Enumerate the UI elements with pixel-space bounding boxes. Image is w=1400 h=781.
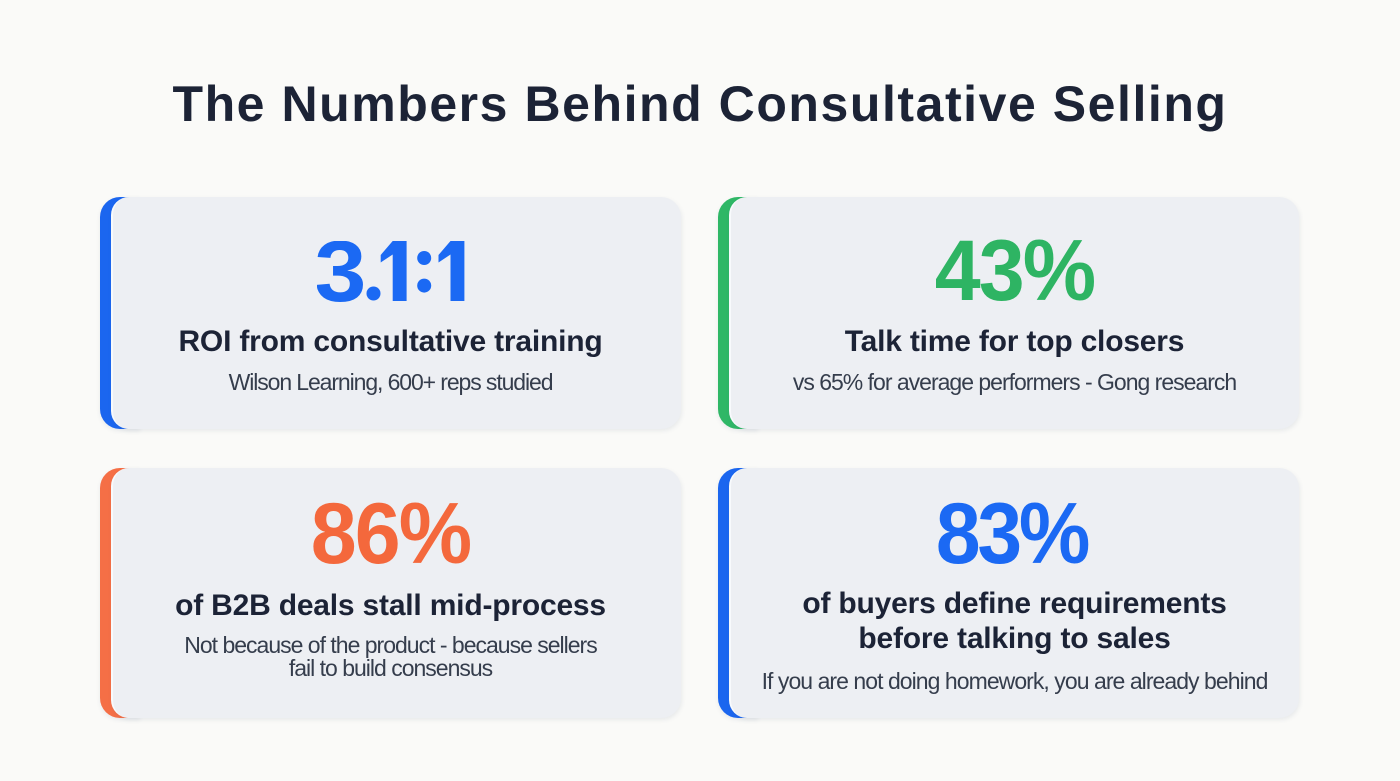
- svg-text:3: 3: [317, 241, 366, 302]
